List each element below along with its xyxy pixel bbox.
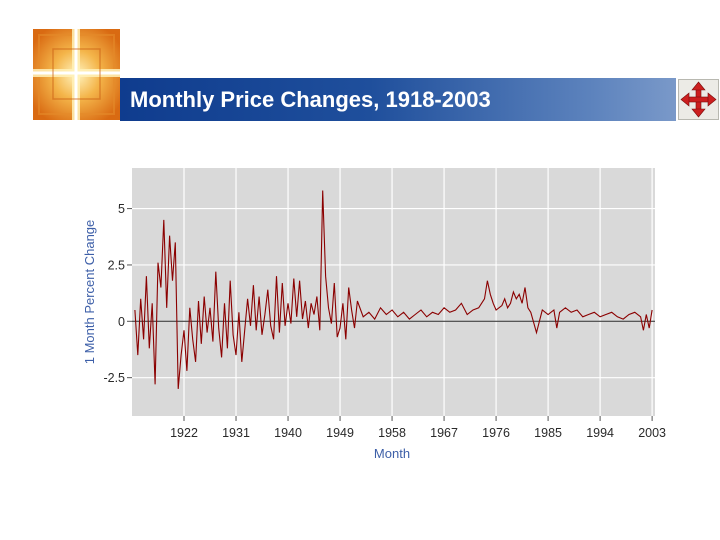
slide-title-bar: Monthly Price Changes, 1918-2003 <box>120 78 676 121</box>
y-axis: 5 2.5 0 -2.5 <box>103 202 132 385</box>
cross-logo-icon <box>33 29 120 120</box>
move-button[interactable] <box>678 79 719 120</box>
x-tick-label: 1949 <box>326 426 354 440</box>
plot-area <box>132 168 655 416</box>
y-tick-label: 0 <box>118 315 125 329</box>
y-tick-label: -2.5 <box>103 371 125 385</box>
y-tick-label: 5 <box>118 202 125 216</box>
x-tick-label: 1976 <box>482 426 510 440</box>
x-axis: 1922 1931 1940 1949 1958 1967 1976 1985 1994 2003 <box>170 416 666 440</box>
x-tick-label: 1985 <box>534 426 562 440</box>
y-axis-title: 1 Month Percent Change <box>82 220 97 365</box>
x-tick-label: 1922 <box>170 426 198 440</box>
x-tick-label: 1931 <box>222 426 250 440</box>
x-tick-label: 2003 <box>638 426 666 440</box>
x-axis-title: Month <box>374 446 410 461</box>
x-tick-label: 1994 <box>586 426 614 440</box>
x-tick-label: 1958 <box>378 426 406 440</box>
y-tick-label: 2.5 <box>108 258 125 272</box>
x-tick-label: 1940 <box>274 426 302 440</box>
series-line <box>134 190 653 389</box>
move-arrows-icon <box>680 81 717 118</box>
x-tick-label: 1967 <box>430 426 458 440</box>
slide-title: Monthly Price Changes, 1918-2003 <box>130 87 491 112</box>
